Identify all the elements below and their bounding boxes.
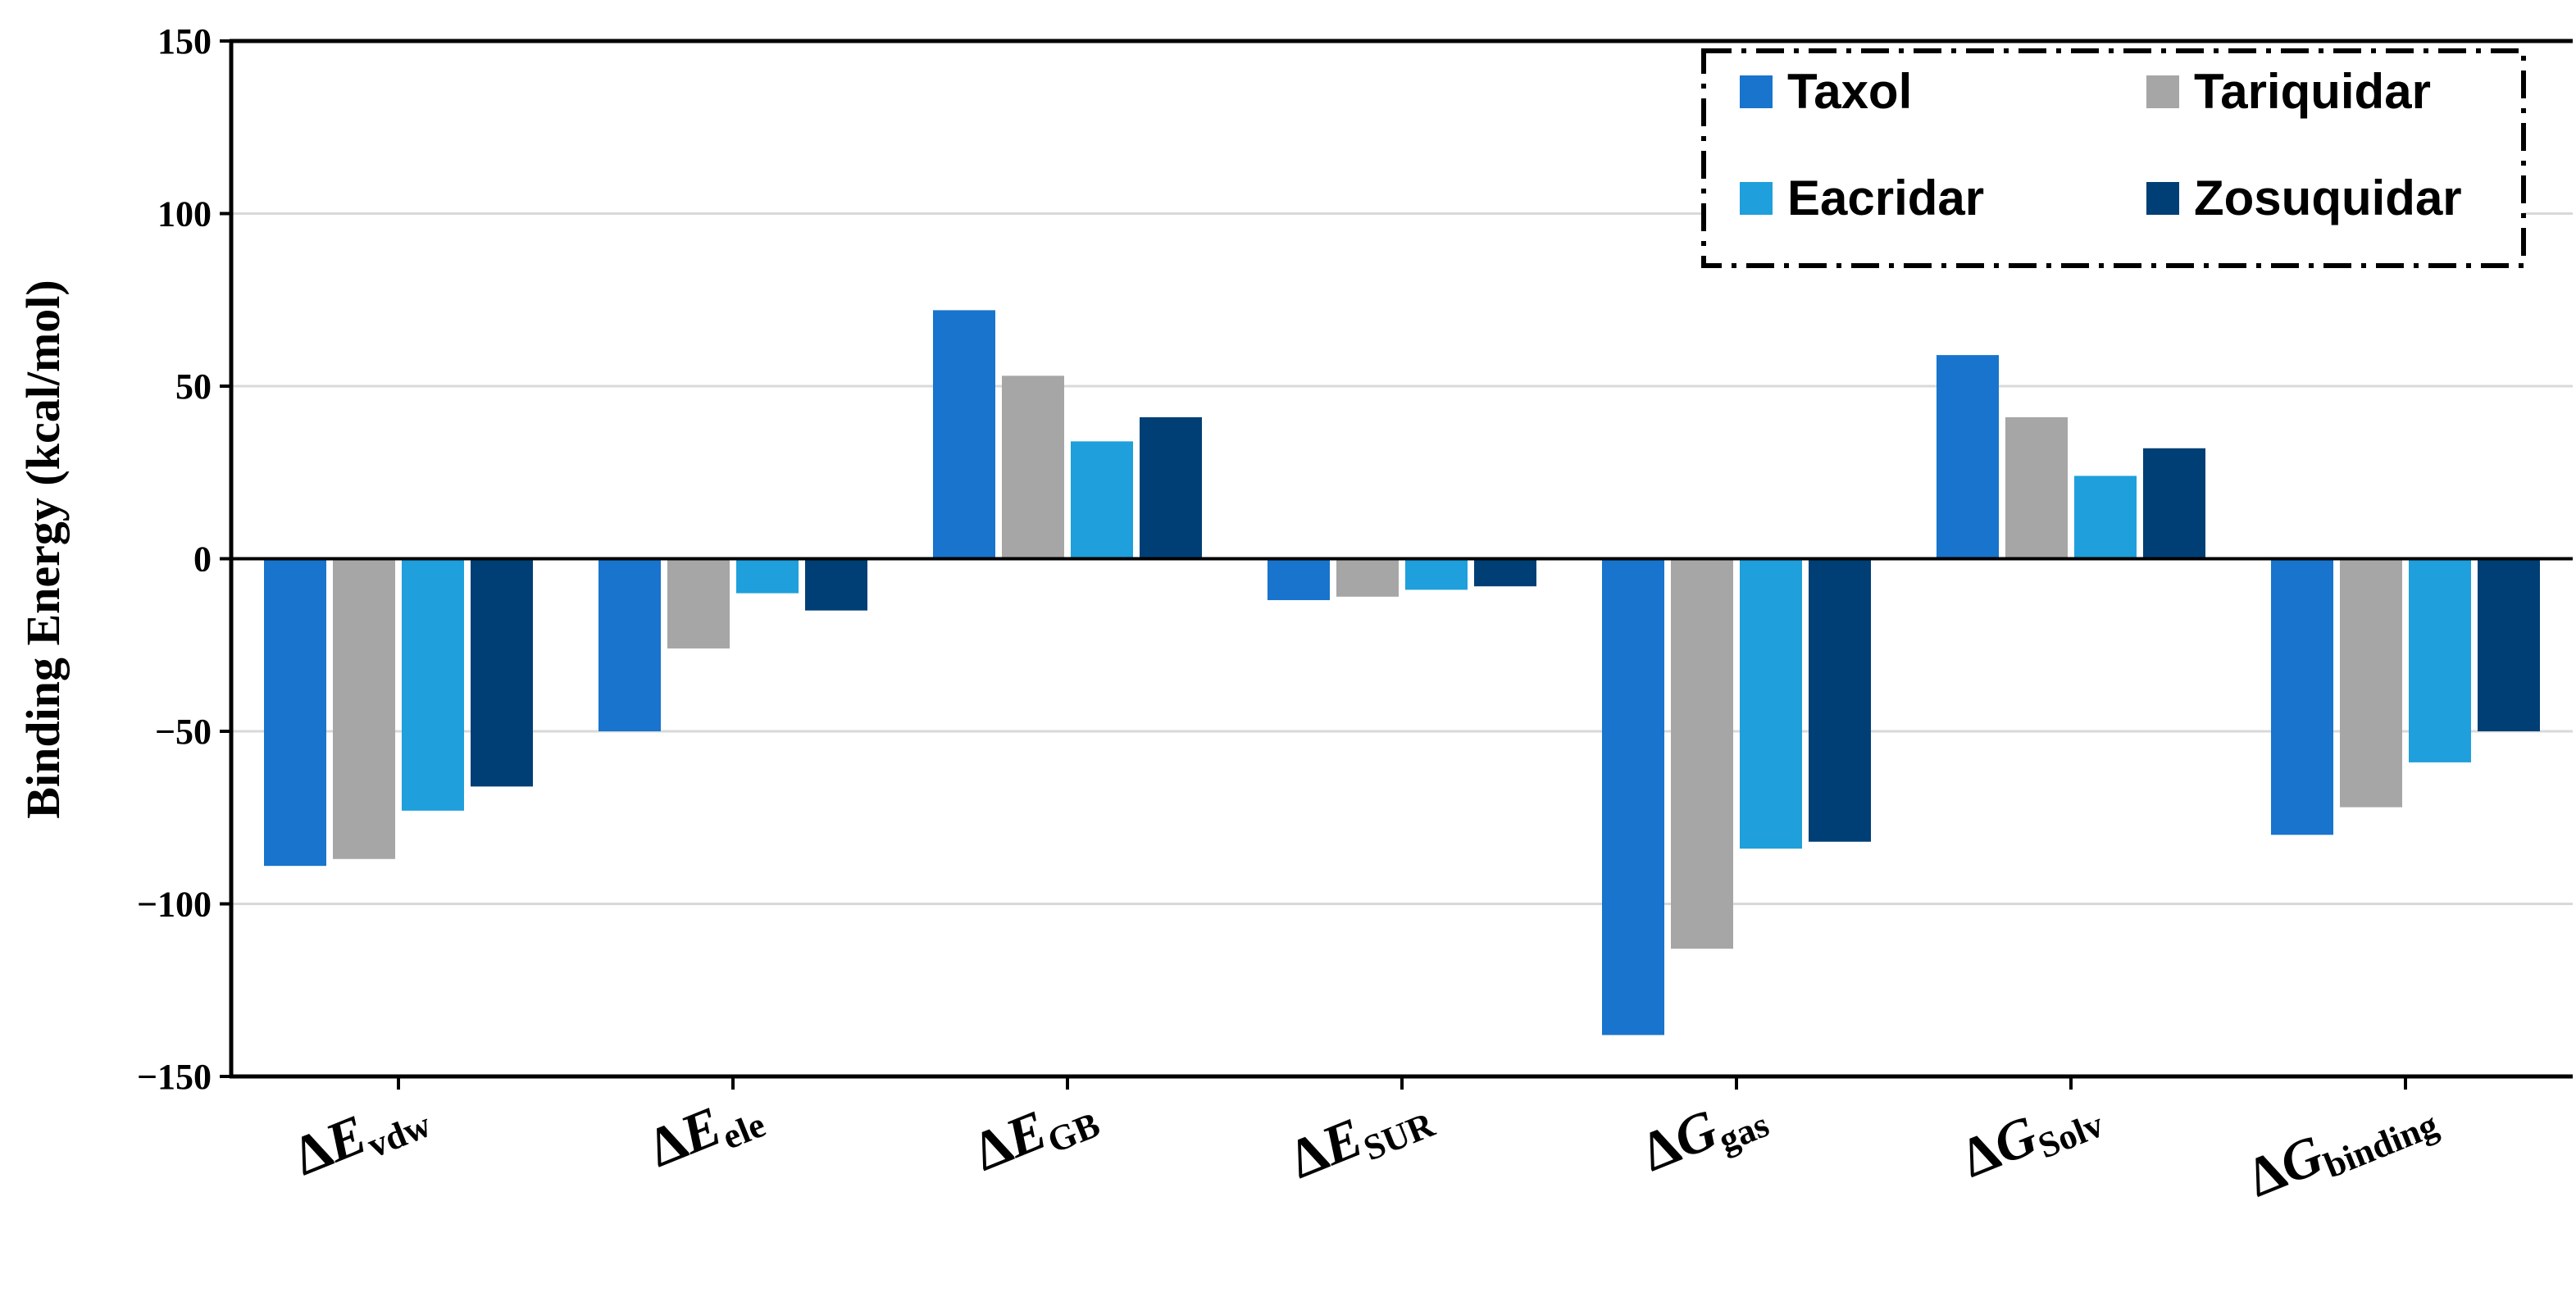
bar-zosuquidar-Gbinding (2478, 558, 2540, 731)
category-subscript: vdw (362, 1104, 436, 1166)
bar-zosuquidar-EGB (1140, 416, 1202, 559)
y-tick-label: 150 (157, 21, 212, 61)
bar-taxol-Eele (598, 558, 661, 731)
bar-tariquidar-GSolv (2005, 416, 2068, 559)
y-tick-label: 100 (157, 194, 212, 234)
bar-tariquidar-Gbinding (2340, 558, 2402, 808)
legend-label-tariquidar: Tariquidar (2194, 64, 2431, 119)
bar-tariquidar-ESUR (1336, 558, 1399, 597)
bar-tariquidar-Eele (667, 558, 730, 648)
axes (220, 39, 2573, 1090)
y-tick-label: 0 (193, 539, 212, 580)
bar-eacridar-Ggas (1740, 558, 1802, 849)
bar-taxol-EGB (933, 310, 995, 559)
bar-eacridar-ESUR (1405, 558, 1468, 590)
legend-label-taxol: Taxol (1787, 64, 1912, 119)
x-category-label: ΔEvdw (284, 1078, 436, 1192)
bar-eacridar-Eele (736, 558, 799, 594)
x-category-label: ΔEele (639, 1078, 771, 1184)
y-tick-label: −100 (137, 885, 212, 925)
bar-taxol-Gbinding (2271, 558, 2333, 835)
legend-box (1701, 48, 2526, 268)
legend-swatch-zosuquidar (2146, 182, 2179, 215)
category-subscript: SUR (1358, 1104, 1440, 1169)
bar-zosuquidar-Ggas (1809, 558, 1871, 842)
bar-zosuquidar-ESUR (1474, 558, 1536, 587)
x-category-text: ΔESUR (1281, 1078, 1440, 1195)
x-category-text: ΔGSolv (1952, 1078, 2109, 1195)
x-category-label: ΔGgas (1632, 1078, 1774, 1188)
bar-taxol-ESUR (1268, 558, 1330, 601)
bars (264, 310, 2540, 1035)
x-category-label: ΔGSolv (1952, 1078, 2109, 1195)
legend-swatch-taxol (1740, 75, 1773, 108)
category-subscript: binding (2319, 1104, 2443, 1186)
y-tick-label: 50 (175, 366, 212, 407)
bar-eacridar-EGB (1071, 441, 1133, 559)
x-category-labels: ΔEvdw ΔEele ΔEGB ΔESUR ΔGgas ΔGSolv ΔGbinding (284, 1078, 2443, 1213)
y-tick-labels: 150 100 50 0 −50 −100 −150 (137, 21, 212, 1097)
x-category-label: ΔESUR (1281, 1078, 1440, 1195)
legend-swatch-eacridar (1740, 182, 1773, 215)
x-category-label: ΔEGB (965, 1078, 1106, 1188)
bar-eacridar-Gbinding (2409, 558, 2471, 762)
bar-eacridar-Evdw (402, 558, 464, 811)
x-category-text: ΔGbinding (2238, 1078, 2443, 1213)
bar-tariquidar-EGB (1002, 375, 1064, 559)
bar-tariquidar-Evdw (333, 558, 395, 859)
legend-swatch-tariquidar (2146, 75, 2179, 108)
bar-tariquidar-Ggas (1671, 558, 1733, 949)
y-tick-label: −150 (137, 1057, 212, 1097)
bar-taxol-Ggas (1602, 558, 1664, 1035)
bar-zosuquidar-Evdw (471, 558, 533, 787)
bar-eacridar-GSolv (2074, 476, 2137, 559)
bar-taxol-Evdw (264, 558, 326, 867)
x-category-text: ΔEGB (965, 1078, 1106, 1188)
bar-zosuquidar-GSolv (2143, 448, 2205, 559)
y-tick-label: −50 (155, 712, 212, 752)
bar-zosuquidar-Eele (805, 558, 867, 611)
x-category-text: ΔEvdw (284, 1078, 436, 1192)
legend: Taxol Tariquidar Eacridar Zosuquidar (1701, 48, 2526, 268)
x-category-text: ΔGgas (1632, 1078, 1774, 1188)
x-category-label: ΔGbinding (2238, 1078, 2443, 1213)
category-subscript: Solv (2032, 1104, 2109, 1167)
legend-label-eacridar: Eacridar (1787, 171, 1984, 225)
x-category-text: ΔEele (639, 1078, 771, 1184)
bar-taxol-GSolv (1937, 355, 1999, 559)
legend-label-zosuquidar: Zosuquidar (2194, 171, 2462, 225)
y-axis-label: Binding Energy (kcal/mol) (16, 280, 70, 818)
